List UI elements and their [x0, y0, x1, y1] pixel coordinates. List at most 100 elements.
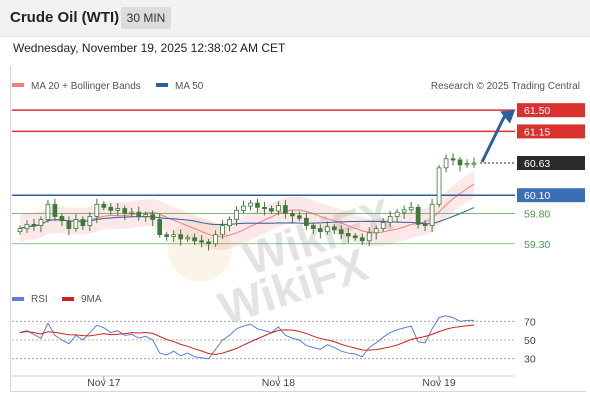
candle [115, 203, 121, 216]
candle-body [73, 219, 79, 229]
candle [311, 222, 316, 235]
candle-body [415, 206, 421, 225]
candle [373, 225, 379, 240]
level-tag-61.50: 61.50 [517, 103, 585, 118]
candle [227, 216, 232, 232]
x-tick-label: Nov 18 [262, 377, 295, 389]
candle [38, 216, 44, 233]
candle [255, 198, 260, 213]
candle-body [192, 237, 197, 242]
candle-body [52, 203, 58, 217]
candle [122, 205, 128, 221]
ma50-line [19, 207, 475, 230]
rsi-ma-legend-label: 9MA [81, 294, 102, 305]
timeframe-badge[interactable]: 30 MIN [121, 7, 171, 29]
candle [422, 220, 428, 232]
candle-body [331, 226, 337, 231]
candle [276, 201, 281, 216]
candle [262, 201, 267, 216]
candle-body [185, 237, 190, 240]
candle [394, 209, 400, 222]
ma50-legend-label: MA 50 [175, 81, 204, 92]
level-tag-60.63: 60.63 [517, 156, 585, 171]
candle-body [345, 233, 351, 237]
candle-body [87, 216, 93, 226]
candle-body [394, 211, 400, 217]
candle [31, 218, 37, 232]
candle-body [401, 209, 407, 213]
candle [24, 220, 30, 233]
candle-body [220, 225, 225, 236]
candle [87, 212, 93, 232]
candle-body [324, 226, 330, 233]
rsi-level-label-30: 30 [524, 354, 536, 366]
candle-body [108, 206, 114, 211]
candle [415, 204, 421, 229]
rsi-legend: RSI 9MA [12, 294, 102, 305]
candle-body [241, 205, 246, 211]
candle-body [311, 225, 316, 229]
candle [269, 205, 274, 215]
candle [436, 164, 442, 208]
candle-body [429, 203, 435, 226]
candle [317, 224, 323, 239]
candle-body [24, 223, 30, 229]
candle [241, 200, 246, 214]
candle-body [457, 159, 463, 166]
candle-body [115, 208, 121, 211]
candle-body [255, 202, 260, 208]
candle [450, 153, 456, 166]
candle-body [17, 228, 23, 233]
candle [164, 231, 170, 241]
candle [17, 225, 23, 235]
candle [234, 206, 239, 227]
candle [471, 157, 477, 168]
candle-body [436, 167, 442, 205]
candle [248, 200, 253, 211]
candle-body [380, 222, 386, 229]
candle [352, 232, 358, 241]
level-tag-bg [517, 124, 585, 139]
level-label: 59.80 [524, 208, 550, 220]
candle [304, 212, 309, 230]
candle-body [199, 240, 204, 243]
candle [157, 214, 163, 238]
candle [206, 238, 211, 251]
candle-body [38, 219, 44, 226]
candle [401, 205, 407, 219]
rsi-legend-label: RSI [31, 294, 48, 305]
level-tag-61.15: 61.15 [517, 124, 585, 139]
level-tag-bg [517, 156, 585, 171]
level-label: 60.63 [524, 158, 550, 170]
x-tick-label: Nov 17 [87, 377, 120, 389]
candle [331, 223, 337, 235]
level-label: 59.30 [524, 239, 550, 251]
candle-body [387, 216, 393, 223]
rsi-level-label-50: 50 [524, 335, 536, 347]
credit-text: Research © 2025 Trading Central [431, 81, 580, 92]
chart-header: Crude Oil (WTI) 30 MIN [0, 0, 590, 37]
candle-body [422, 223, 428, 226]
candle-body [262, 206, 267, 209]
ma50-legend-swatch [156, 83, 168, 87]
candle-body [317, 228, 323, 233]
ma20-line [19, 183, 475, 238]
candle [443, 154, 449, 173]
candle [213, 230, 218, 247]
level-tag-60.10: 60.10 [517, 188, 585, 203]
candle [457, 156, 463, 172]
candle-body [213, 234, 218, 245]
candle [283, 200, 288, 219]
candle [108, 203, 114, 215]
candle-body [269, 208, 274, 212]
candle-body [45, 203, 51, 220]
candle-body [450, 158, 456, 161]
ma20-legend-swatch [12, 83, 24, 87]
candle [45, 200, 51, 223]
rsi-legend-swatch [12, 297, 24, 301]
level-tag-bg [517, 188, 585, 203]
candle [345, 227, 351, 243]
candle-body [59, 216, 65, 222]
candle [143, 211, 149, 222]
